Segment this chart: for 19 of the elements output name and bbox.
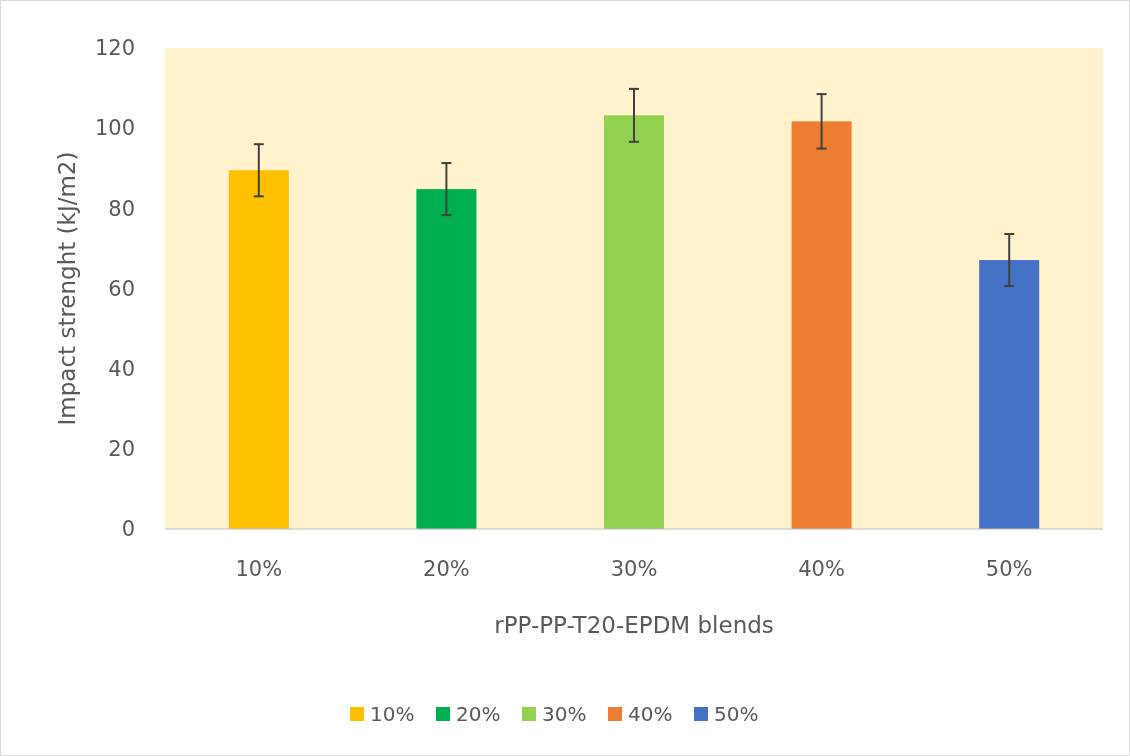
y-axis-title: Impact strenght (kJ/m2) [54,151,80,426]
y-tick-label: 80 [108,196,135,221]
legend-label: 30% [542,702,587,726]
y-tick-label: 100 [94,116,135,141]
legend-label: 10% [370,702,415,726]
y-tick-label: 0 [121,517,135,542]
x-tick-label: 20% [423,556,470,581]
x-tick-label: 30% [610,556,658,581]
y-tick-label: 20 [108,437,135,462]
y-tick-label: 40 [108,356,135,381]
y-tick-label: 60 [108,276,135,301]
x-tick-label: 50% [985,556,1033,581]
x-tick-label: 40% [798,556,845,581]
x-tick-label: 10% [235,556,283,581]
legend-label: 50% [714,702,759,726]
y-tick-label: 120 [94,36,135,61]
legend-label: 20% [456,702,501,726]
legend-label: 40% [628,702,673,726]
x-axis-title: rPP-PP-T20-EPDM blends [494,612,774,638]
